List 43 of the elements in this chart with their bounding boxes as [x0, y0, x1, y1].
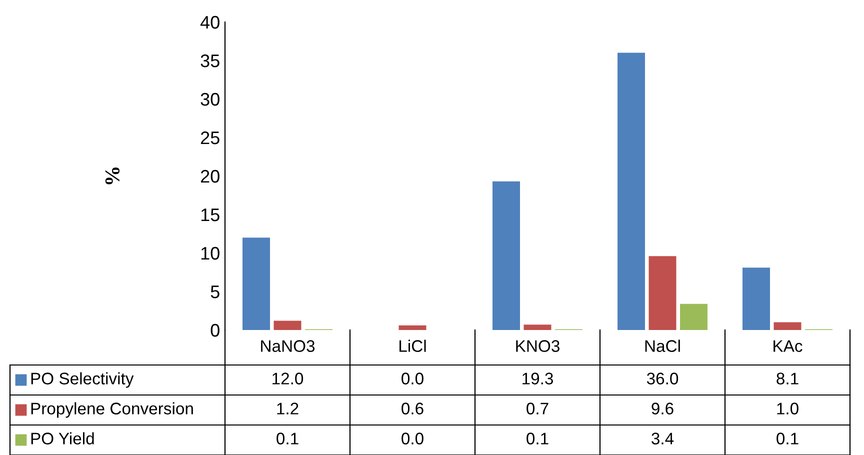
x-tick-label: KAc — [774, 340, 802, 352]
bar — [274, 320, 302, 330]
bar — [398, 325, 426, 330]
y-tick-label: 35 — [200, 54, 220, 68]
y-tick-label: 20 — [200, 170, 220, 183]
x-tick-label: NaCl — [645, 340, 680, 352]
data-label: 12.0 — [272, 372, 304, 384]
data-label: 0.6 — [402, 402, 424, 414]
bar — [242, 238, 270, 330]
data-label: 3.4 — [652, 432, 674, 444]
data-label: 1.0 — [777, 402, 798, 414]
bar — [618, 52, 645, 330]
y-tick-label: 30 — [200, 92, 220, 106]
data-label: 36.0 — [646, 372, 678, 384]
bar — [742, 268, 770, 330]
y-tick-label: 5 — [210, 286, 220, 298]
data-label: 9.6 — [652, 402, 674, 414]
data-label: 0.1 — [526, 432, 548, 444]
y-tick-label: 10 — [201, 246, 220, 260]
legend-label: Propylene Conversion — [31, 402, 193, 418]
data-label: 0.0 — [402, 372, 424, 384]
x-tick-label: KNO3 — [516, 340, 560, 352]
data-label: 19.3 — [522, 372, 553, 384]
bar — [774, 322, 802, 330]
y-tick-label: 25 — [200, 131, 220, 144]
x-tick-label: LiCl — [400, 340, 426, 352]
bar — [680, 304, 708, 330]
legend-label: PO Selectivity — [31, 372, 134, 388]
data-label: 0.7 — [526, 402, 548, 414]
data-label: 1.2 — [277, 402, 298, 414]
data-label: 0.0 — [402, 432, 424, 444]
x-tick-label: NaNO3 — [261, 340, 315, 352]
data-label: 8.1 — [776, 372, 798, 384]
bar — [492, 181, 520, 330]
bar — [648, 256, 676, 330]
bar — [524, 324, 552, 330]
data-label: 0.1 — [776, 432, 798, 444]
y-tick-label: 40 — [200, 16, 220, 29]
y-axis-title: % — [105, 168, 120, 184]
y-tick-label: 0 — [210, 324, 220, 337]
legend-label: PO Yield — [31, 432, 94, 444]
y-tick-label: 15 — [201, 208, 220, 222]
data-label: 0.1 — [276, 432, 298, 444]
